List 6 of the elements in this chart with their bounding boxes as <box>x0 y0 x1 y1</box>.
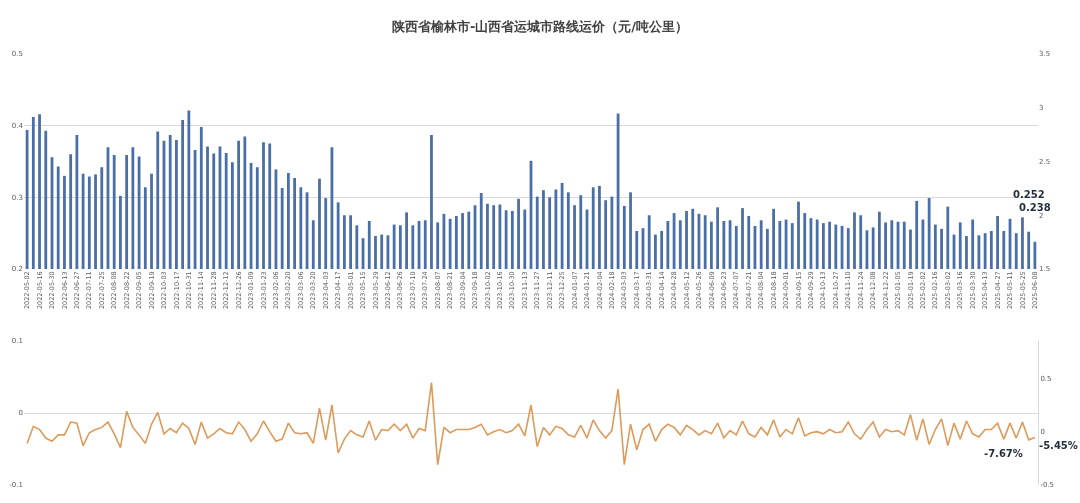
data-label: 0.252 <box>1013 189 1045 200</box>
data-label: -7.67% <box>984 448 1023 459</box>
data-label: -5.45% <box>1039 440 1078 451</box>
data-label: 0.238 <box>1019 202 1051 213</box>
chart-title: 陕西省榆林市-山西省运城市路线运价（元/吨公里） <box>391 18 689 34</box>
line-series <box>26 381 1036 466</box>
